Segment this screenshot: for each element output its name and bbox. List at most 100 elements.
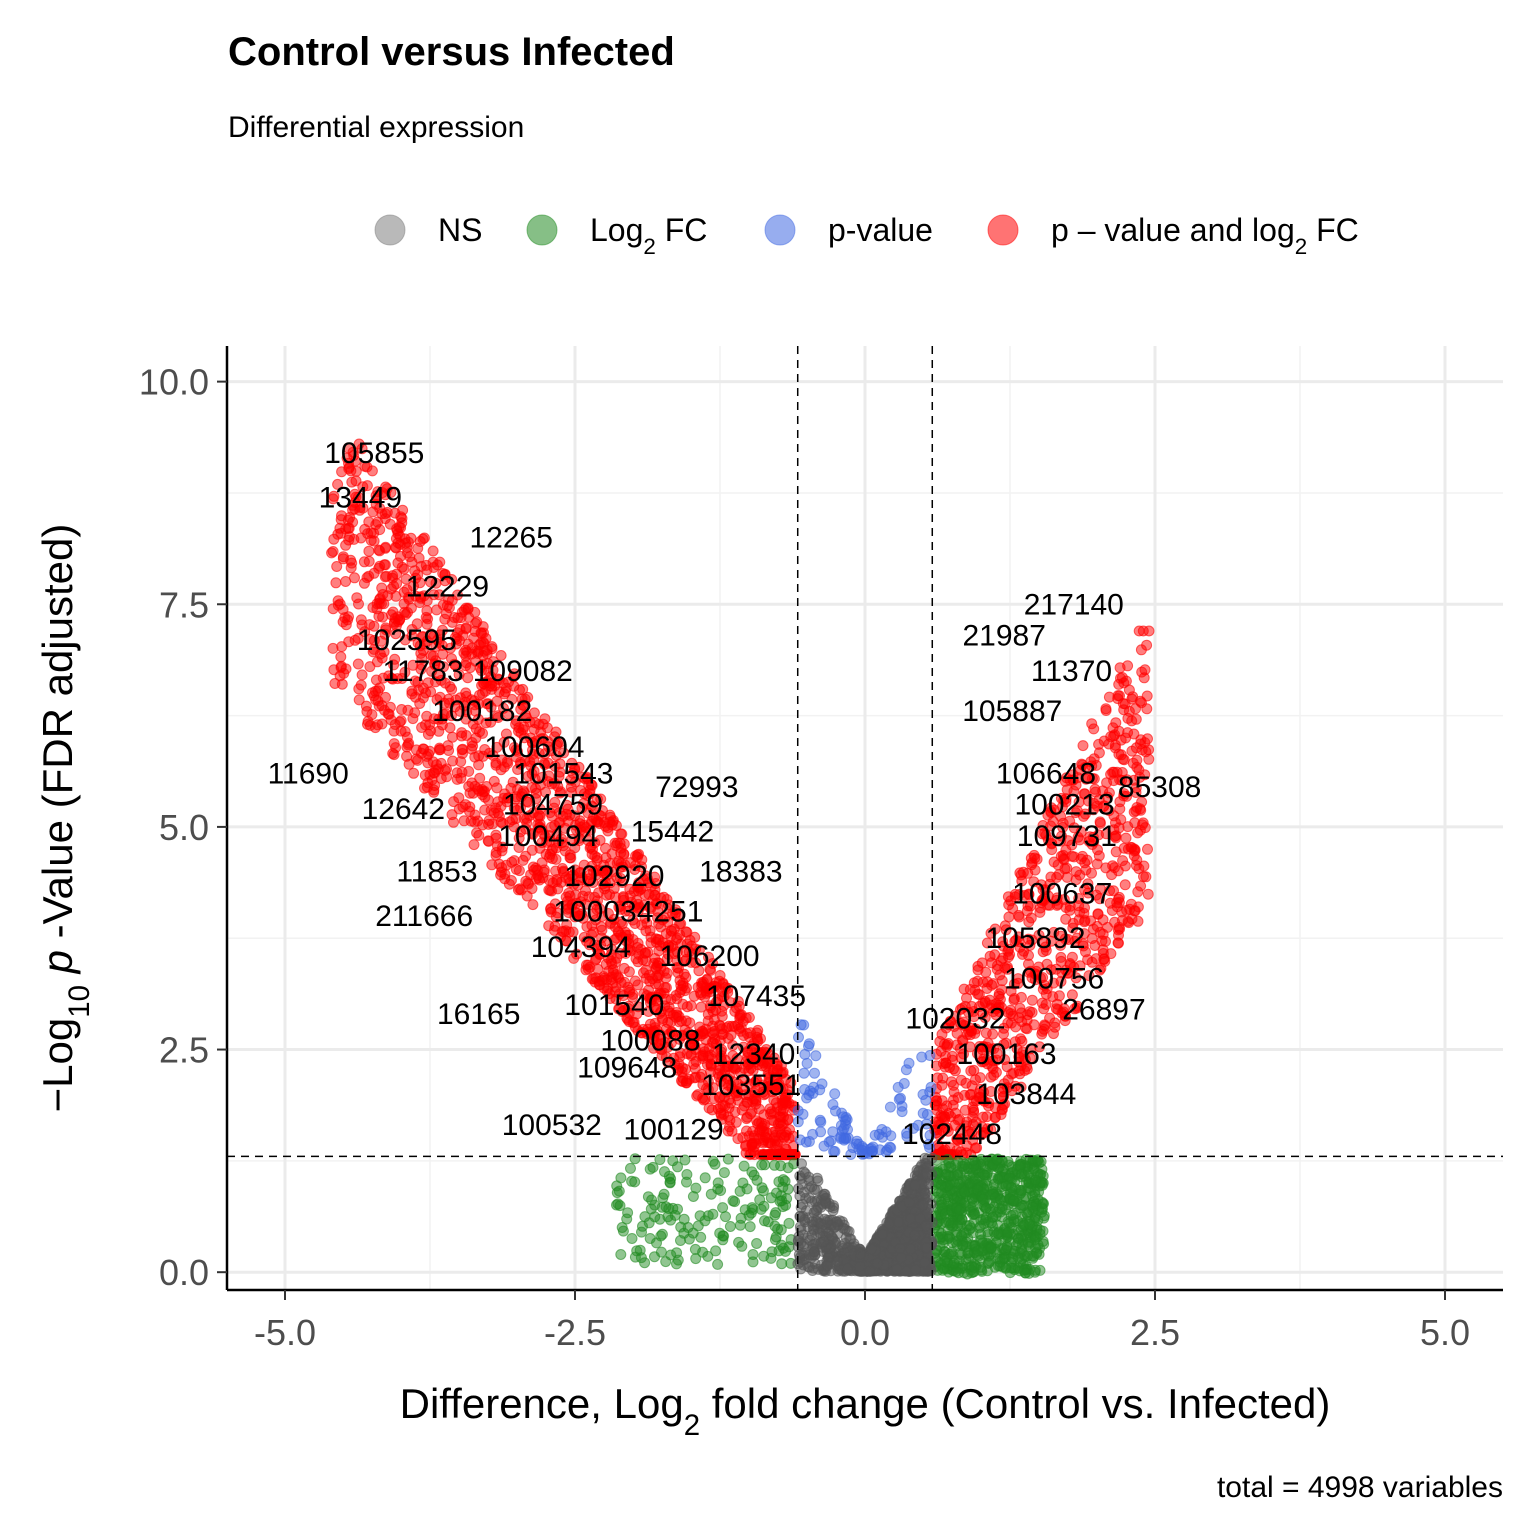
point-both (968, 977, 980, 989)
point-fc (1027, 1201, 1039, 1213)
point-both (387, 748, 399, 759)
point-both (395, 550, 406, 562)
point-p (835, 1133, 847, 1144)
point-both (1137, 625, 1149, 637)
point-both (937, 1072, 949, 1084)
point-both (335, 651, 347, 663)
point-fc (746, 1166, 758, 1178)
point-both (457, 743, 469, 755)
point-fc (717, 1202, 729, 1214)
point-fc (1020, 1176, 1032, 1188)
point-both (335, 514, 347, 526)
point-p (814, 1084, 826, 1096)
point-both (346, 557, 358, 569)
point-both (423, 748, 434, 760)
point-fc (769, 1159, 780, 1171)
point-both (400, 609, 412, 620)
point-fc (992, 1227, 1004, 1239)
point-fc (935, 1179, 947, 1191)
point-fc (615, 1172, 627, 1184)
point-fc (985, 1242, 997, 1254)
point-fc (720, 1211, 731, 1223)
point-fc (747, 1249, 759, 1260)
point-p (794, 1134, 806, 1146)
point-fc (758, 1250, 770, 1262)
point-both (740, 1139, 752, 1151)
point-both (960, 1077, 972, 1089)
point-both (730, 1116, 742, 1128)
point-both (340, 576, 352, 587)
legend-item-ns: NS (374, 212, 482, 248)
point-fc (943, 1161, 955, 1173)
point-both (434, 744, 445, 756)
point-both (645, 931, 657, 943)
point-both (1017, 866, 1029, 878)
point-fc (1005, 1262, 1017, 1274)
point-both (679, 985, 691, 997)
point-fc (639, 1211, 651, 1223)
point-fc (690, 1182, 702, 1194)
point-both (638, 967, 649, 979)
point-p (880, 1146, 892, 1158)
point-both (1086, 867, 1097, 879)
point-both (1119, 698, 1131, 710)
point-fc (625, 1162, 636, 1174)
point-both (1105, 948, 1117, 960)
point-both (353, 683, 365, 695)
point-both (482, 794, 494, 806)
point-both (460, 623, 472, 635)
point-fc (615, 1249, 627, 1260)
legend: NS Log2 FC p-value p – value and log2 FC (374, 212, 1359, 259)
point-both (388, 738, 400, 750)
point-ns (794, 1210, 806, 1222)
point-both (448, 816, 459, 828)
point-both (1020, 1022, 1032, 1034)
point-both (429, 780, 441, 791)
point-fc (979, 1169, 991, 1181)
point-p (884, 1101, 896, 1113)
point-fc (636, 1226, 647, 1238)
point-ns (921, 1242, 933, 1254)
point-fc (952, 1156, 964, 1167)
point-both (1120, 832, 1132, 844)
point-fc (972, 1245, 984, 1257)
point-both (387, 606, 399, 618)
point-both (1096, 935, 1108, 947)
point-both (768, 1132, 780, 1144)
point-fc (759, 1159, 771, 1171)
point-both (431, 559, 443, 571)
point-fc (1031, 1248, 1043, 1259)
point-both (410, 691, 421, 703)
point-both (1088, 723, 1100, 735)
point-fc (777, 1201, 789, 1213)
point-fc (715, 1185, 727, 1196)
point-both (644, 975, 656, 987)
point-both (443, 745, 455, 756)
point-fc (1015, 1187, 1027, 1199)
point-ns (842, 1263, 854, 1275)
point-fc (699, 1172, 711, 1184)
point-both (410, 744, 422, 756)
point-both (468, 839, 480, 851)
point-both (390, 533, 402, 545)
point-fc (964, 1220, 976, 1231)
point-fc (1001, 1241, 1013, 1253)
point-both (616, 828, 628, 840)
point-fc (639, 1257, 651, 1269)
point-fc (741, 1183, 753, 1195)
point-both (387, 570, 399, 582)
point-p (840, 1112, 852, 1123)
point-both (1092, 908, 1104, 920)
point-both (1119, 879, 1131, 891)
point-both (1141, 639, 1153, 651)
point-both (435, 757, 447, 769)
point-both (1103, 691, 1115, 703)
point-ns (919, 1188, 931, 1200)
legend-item-p: p-value (764, 212, 933, 248)
point-both (735, 1025, 747, 1037)
point-fc (649, 1211, 661, 1223)
point-p (924, 1050, 936, 1061)
point-p (814, 1114, 826, 1126)
point-both (695, 989, 707, 1001)
point-both (335, 527, 347, 539)
